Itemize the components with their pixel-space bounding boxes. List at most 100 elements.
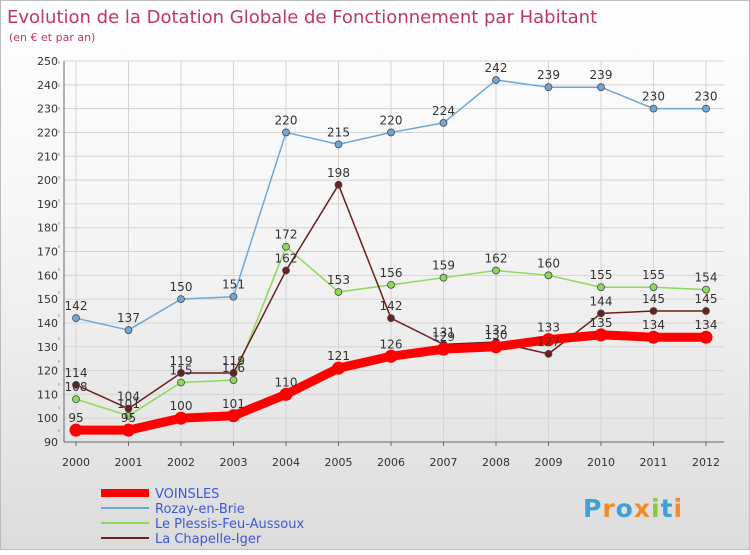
data-point	[72, 380, 80, 389]
data-label: 95	[121, 411, 136, 425]
data-point	[439, 119, 448, 127]
data-label: 119	[222, 354, 245, 368]
data-label: 242	[485, 61, 508, 75]
data-label: 133	[537, 321, 560, 335]
x-tick-label: 2007	[430, 456, 458, 469]
data-point	[597, 283, 605, 292]
y-tick-label: 110	[37, 388, 58, 401]
data-point	[387, 128, 395, 137]
data-label: 115	[170, 363, 193, 377]
data-label: 135	[590, 316, 613, 330]
data-label: 159	[432, 259, 455, 273]
data-label: 230	[695, 90, 718, 104]
y-tick-label: 160	[37, 269, 58, 282]
data-label: 126	[380, 337, 403, 351]
y-tick-label: 90	[44, 436, 58, 449]
proxiti-logo: Proxiti	[583, 494, 683, 523]
data-point	[72, 395, 80, 404]
data-point	[282, 242, 290, 251]
svg-text:Proxiti: Proxiti	[583, 494, 683, 523]
data-point	[702, 104, 710, 113]
x-tick-label: 2005	[325, 456, 353, 469]
data-label: 100	[170, 399, 193, 413]
data-point	[439, 273, 448, 282]
data-label: 142	[65, 299, 88, 313]
data-point	[492, 266, 500, 275]
data-point	[699, 330, 713, 344]
data-point	[492, 76, 500, 84]
data-point	[279, 387, 293, 401]
data-point	[122, 423, 135, 437]
data-point	[174, 411, 188, 425]
legend-label: Rozay-en-Brie	[155, 502, 245, 517]
y-tick-label: 210	[37, 150, 58, 163]
data-point	[177, 369, 185, 377]
data-label: 127	[537, 335, 560, 349]
x-tick-label: 2006	[377, 456, 405, 469]
data-label: 153	[327, 273, 350, 287]
data-label: 220	[275, 113, 298, 127]
data-point	[384, 349, 398, 363]
data-label: 121	[327, 349, 350, 363]
data-label: 239	[537, 68, 560, 82]
data-label: 129	[432, 330, 455, 344]
data-point	[647, 330, 660, 344]
x-tick-label: 2002	[167, 456, 195, 469]
y-tick-label: 100	[37, 412, 58, 425]
data-label: 155	[590, 268, 613, 282]
data-point	[124, 326, 133, 334]
data-label: 110	[275, 375, 298, 389]
data-point	[544, 271, 553, 280]
data-label: 131	[432, 325, 455, 339]
data-label: 198	[327, 166, 350, 180]
chart-subtitle: (en € et par an)	[9, 31, 95, 44]
data-point	[332, 361, 345, 375]
data-label: 239	[590, 68, 613, 82]
data-point	[177, 295, 185, 304]
y-tick-label: 150	[37, 293, 58, 306]
series-voinsles	[69, 328, 713, 437]
data-point	[124, 404, 133, 413]
y-tick-label: 220	[37, 126, 58, 139]
data-point	[594, 328, 608, 342]
x-tick-label: 2000	[62, 456, 90, 469]
data-label: 145	[695, 292, 718, 306]
legend-label: La Chapelle-Iger	[155, 532, 262, 547]
data-point	[334, 140, 343, 149]
data-point	[544, 349, 553, 358]
data-point	[69, 423, 83, 437]
x-tick-label: 2011	[640, 456, 668, 469]
data-point	[542, 333, 555, 347]
data-point	[597, 309, 605, 318]
data-point	[282, 266, 290, 275]
data-label: 119	[170, 354, 193, 368]
data-point	[649, 307, 658, 315]
y-tick-label: 250	[37, 55, 58, 68]
x-tick-label: 2004	[272, 456, 300, 469]
series-le-plessis-feu-aussoux	[72, 242, 710, 420]
legend-label: VOINSLES	[155, 487, 219, 502]
data-point	[544, 83, 553, 92]
y-tick-label: 200	[37, 174, 58, 187]
y-tick-label: 190	[37, 198, 58, 211]
data-point	[649, 104, 658, 113]
x-tick-label: 2009	[535, 456, 563, 469]
data-label: 116	[222, 361, 245, 375]
data-label: 151	[222, 278, 245, 292]
data-point	[282, 128, 290, 137]
data-label: 142	[380, 299, 403, 313]
data-label: 144	[590, 294, 613, 308]
data-point	[229, 376, 238, 384]
x-tick-label: 2001	[115, 456, 143, 469]
data-point	[387, 280, 395, 289]
data-point	[72, 314, 80, 323]
series-rozay-en-brie	[72, 76, 710, 334]
data-point	[649, 283, 658, 292]
y-tick-label: 240	[37, 79, 58, 92]
data-label: 154	[695, 271, 718, 285]
x-tick-label: 2008	[482, 456, 510, 469]
data-label: 162	[275, 252, 298, 266]
data-label: 145	[642, 292, 665, 306]
data-label: 134	[695, 318, 718, 332]
